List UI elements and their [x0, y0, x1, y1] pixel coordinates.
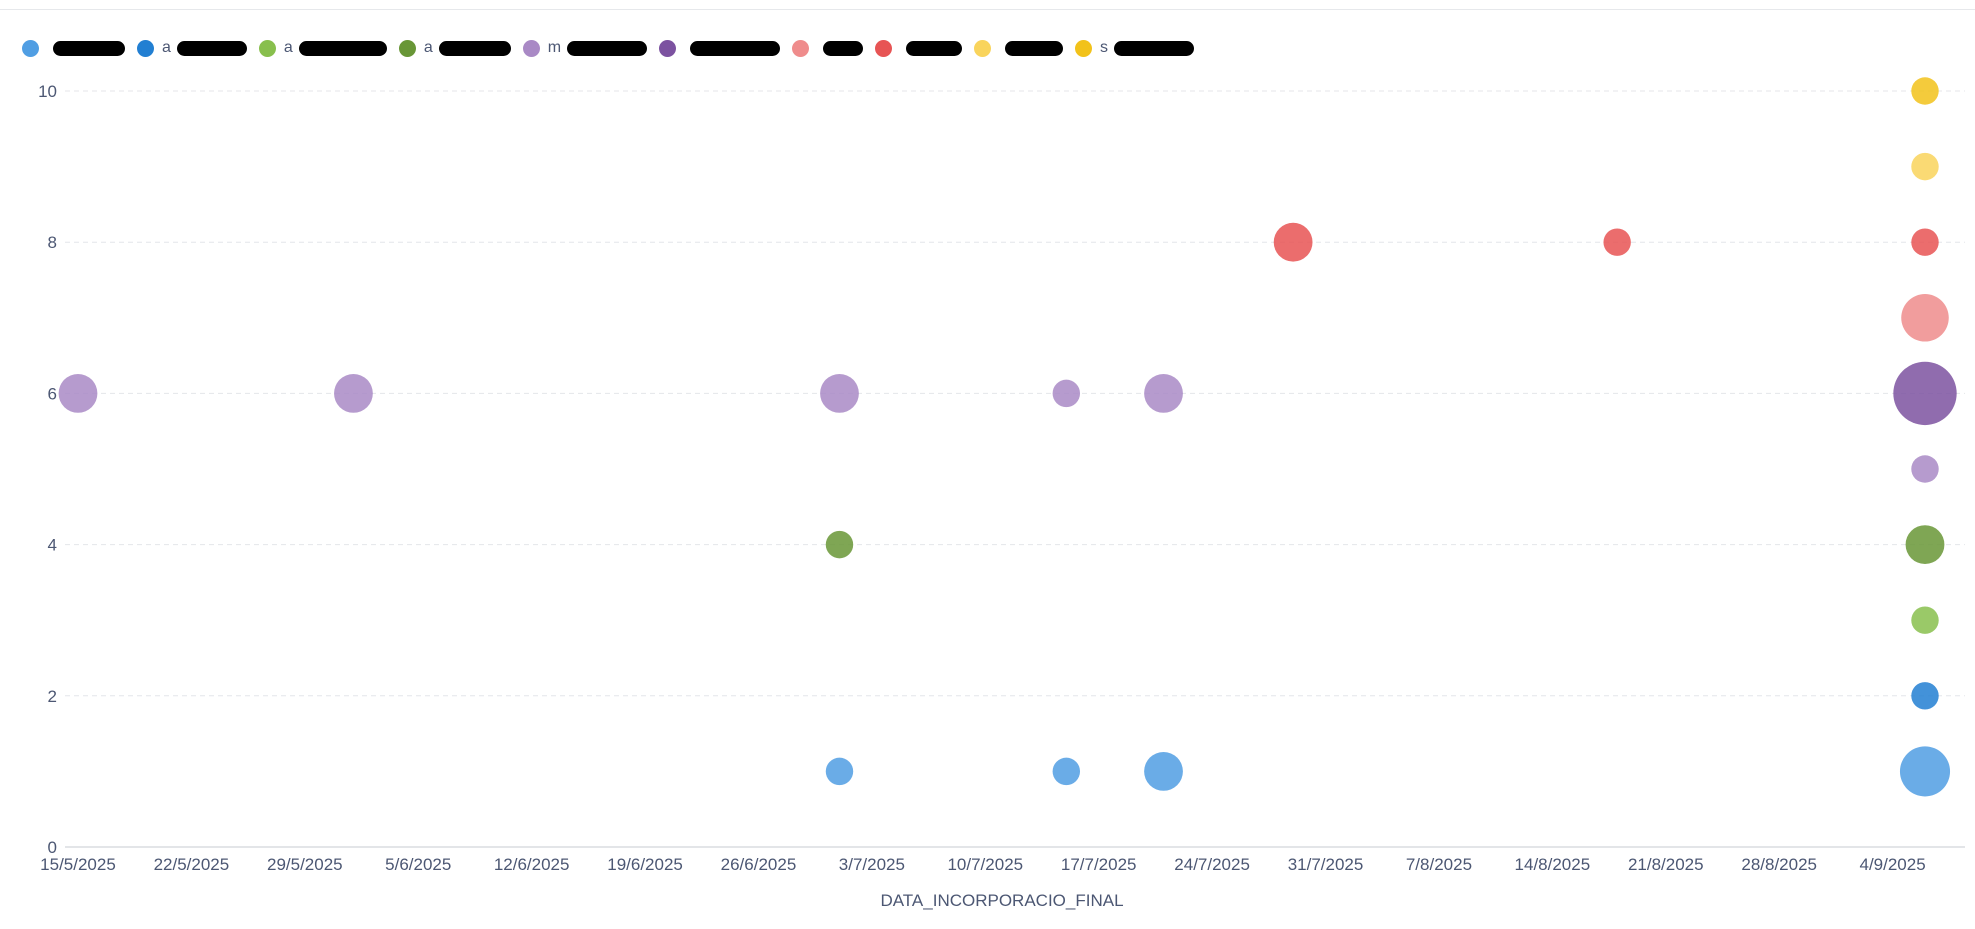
x-tick-label: 5/6/2025 — [385, 855, 451, 874]
data-point[interactable] — [1911, 77, 1939, 105]
redaction-mark — [298, 40, 387, 56]
data-point[interactable] — [1911, 606, 1939, 634]
x-tick-label: 10/7/2025 — [947, 855, 1023, 874]
x-axis-title: DATA_INCORPORACIO_FINAL — [880, 891, 1123, 910]
x-tick-label: 7/8/2025 — [1406, 855, 1472, 874]
legend-color-swatch — [792, 39, 810, 57]
redaction-mark — [1005, 40, 1064, 56]
legend-color-swatch — [137, 39, 154, 57]
data-point[interactable] — [58, 374, 98, 413]
legend-item[interactable]: m — [522, 35, 648, 61]
redaction-mark — [906, 40, 963, 56]
x-tick-label: 24/7/2025 — [1174, 855, 1250, 874]
legend-color-swatch — [398, 39, 416, 57]
x-tick-label: 22/5/2025 — [154, 855, 230, 874]
legend-item[interactable]: a — [137, 35, 247, 61]
x-tick-label: 19/6/2025 — [607, 855, 683, 874]
x-tick-label: 12/6/2025 — [494, 855, 570, 874]
data-point[interactable] — [820, 374, 859, 413]
data-point[interactable] — [825, 530, 854, 559]
legend-label: m — [547, 39, 562, 56]
legend-item[interactable]: a — [258, 35, 387, 61]
legend-item[interactable] — [974, 35, 1064, 61]
redaction-mark — [690, 40, 781, 56]
redaction-mark — [823, 40, 864, 56]
x-tick-label: 21/8/2025 — [1628, 855, 1704, 874]
data-point[interactable] — [1603, 228, 1631, 256]
legend-item[interactable]: a — [398, 35, 511, 61]
data-point[interactable] — [1911, 152, 1939, 181]
legend-label: a — [283, 39, 293, 56]
data-point[interactable] — [1273, 222, 1313, 262]
data-point[interactable] — [1052, 757, 1081, 786]
y-tick-label: 4 — [48, 536, 57, 555]
data-points — [58, 77, 1957, 797]
x-tick-label: 17/7/2025 — [1061, 855, 1137, 874]
y-tick-label: 10 — [38, 82, 57, 101]
legend-color-swatch — [22, 39, 39, 57]
legend-label: a — [162, 39, 171, 56]
legend-label: a — [423, 39, 433, 56]
redaction-mark — [53, 40, 125, 56]
redaction-mark — [1114, 40, 1195, 56]
redaction-mark — [438, 40, 511, 56]
y-tick-label: 6 — [48, 384, 57, 403]
data-point[interactable] — [1052, 379, 1081, 408]
data-point[interactable] — [1144, 374, 1183, 413]
data-point[interactable] — [1911, 455, 1939, 483]
x-tick-label: 28/8/2025 — [1741, 855, 1817, 874]
legend-item[interactable] — [792, 35, 864, 61]
data-point[interactable] — [1911, 228, 1939, 256]
legend-color-swatch — [875, 39, 893, 57]
legend-item[interactable]: s — [1075, 35, 1195, 61]
x-tick-label: 15/5/2025 — [40, 855, 116, 874]
tick-labels: 0 2 4 6 8 10 15/5/2025 22/5/2025 29/5/2025 5/6/20… — [38, 82, 1926, 874]
legend-color-swatch — [659, 39, 677, 57]
y-tick-label: 8 — [48, 233, 57, 252]
data-point[interactable] — [334, 374, 373, 413]
redaction-mark — [176, 40, 247, 56]
data-point[interactable] — [1899, 746, 1951, 797]
x-tick-label: 4/9/2025 — [1860, 855, 1926, 874]
x-tick-label: 31/7/2025 — [1288, 855, 1364, 874]
data-point[interactable] — [1893, 361, 1957, 426]
x-tick-label: 26/6/2025 — [721, 855, 797, 874]
y-tick-label: 0 — [48, 838, 57, 857]
data-point[interactable] — [1911, 682, 1939, 710]
legend-color-swatch — [974, 39, 992, 57]
data-point[interactable] — [1144, 752, 1183, 791]
legend-color-swatch — [258, 39, 276, 57]
top-toolbar-edge — [0, 0, 1975, 10]
data-point[interactable] — [825, 757, 854, 786]
grid-lines — [65, 90, 1965, 697]
data-point[interactable] — [1905, 525, 1945, 564]
legend-label: s — [1100, 39, 1109, 56]
legend-item[interactable] — [875, 35, 963, 61]
redaction-mark — [567, 40, 648, 56]
legend-color-swatch — [522, 39, 540, 57]
data-point[interactable] — [1901, 294, 1949, 342]
legend-item[interactable] — [659, 35, 781, 61]
x-tick-label: 29/5/2025 — [267, 855, 343, 874]
legend-color-swatch — [1075, 39, 1093, 57]
x-tick-label: 14/8/2025 — [1515, 855, 1591, 874]
x-tick-label: 3/7/2025 — [839, 855, 905, 874]
y-tick-label: 2 — [48, 687, 57, 706]
legend-item[interactable] — [22, 35, 125, 61]
